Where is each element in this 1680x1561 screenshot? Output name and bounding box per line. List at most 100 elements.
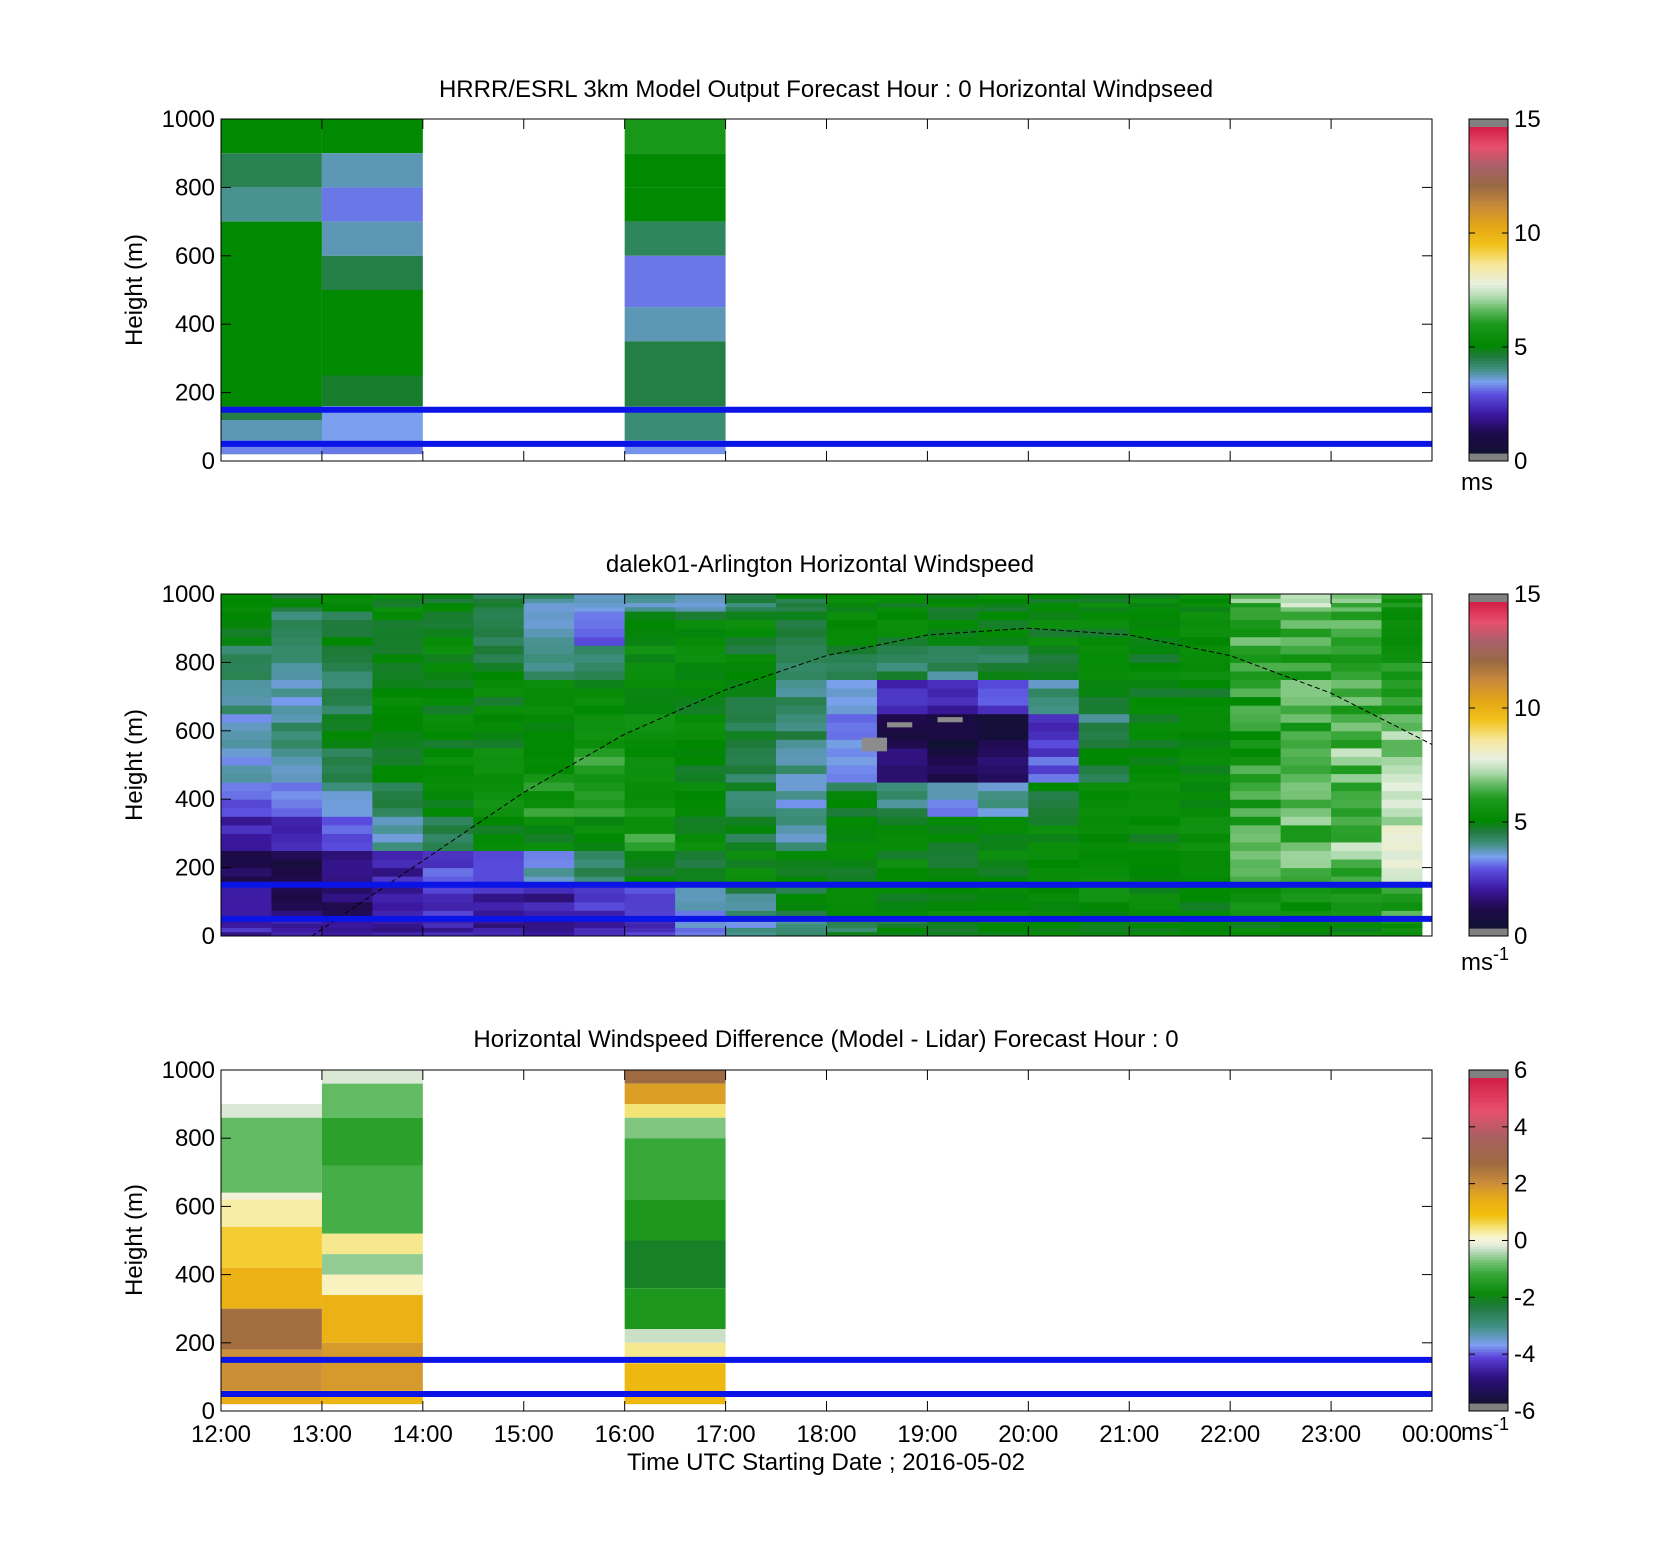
heatmap-cell bbox=[725, 602, 777, 608]
heatmap-cell bbox=[221, 187, 322, 222]
heatmap-cell bbox=[1230, 645, 1282, 655]
heatmap-cell bbox=[1331, 679, 1383, 689]
heatmap-cell bbox=[473, 901, 525, 911]
heatmap-cell bbox=[1280, 602, 1332, 608]
heatmap-cell bbox=[321, 602, 373, 608]
colorbar-swatch bbox=[1469, 319, 1508, 324]
colorbar-swatch bbox=[1469, 436, 1508, 441]
colorbar-swatch bbox=[1469, 1183, 1508, 1187]
colorbar-swatch bbox=[1469, 808, 1508, 812]
heatmap-cell bbox=[675, 756, 727, 766]
heatmap-cell bbox=[422, 859, 474, 869]
heatmap-cell bbox=[271, 850, 323, 860]
heatmap-cell bbox=[372, 876, 424, 886]
colorbar-swatch bbox=[1469, 1094, 1508, 1098]
heatmap-cell bbox=[1028, 619, 1080, 629]
heatmap-cell bbox=[574, 927, 626, 933]
colorbar-swatch bbox=[1469, 1316, 1508, 1320]
heatmap-cell bbox=[1381, 799, 1423, 809]
heatmap-cell bbox=[624, 153, 726, 188]
heatmap-cell bbox=[1078, 705, 1130, 715]
heatmap-cell bbox=[826, 645, 878, 655]
heatmap-cell bbox=[422, 931, 474, 936]
colorbar-swatch bbox=[1469, 895, 1508, 899]
heatmap-cell bbox=[372, 867, 424, 877]
heatmap-cell bbox=[624, 824, 676, 834]
heatmap-cell bbox=[221, 923, 272, 928]
heatmap-cell bbox=[1028, 628, 1080, 638]
heatmap-cell bbox=[574, 688, 626, 698]
colorbar-swatch bbox=[1469, 860, 1508, 864]
heatmap-cell bbox=[1331, 773, 1383, 783]
heatmap-cell bbox=[372, 927, 424, 933]
heatmap-cell bbox=[221, 893, 272, 903]
heatmap-cell bbox=[876, 884, 928, 894]
heatmap-cell bbox=[1381, 713, 1423, 723]
heatmap-cell bbox=[1230, 739, 1282, 749]
colorbar-swatch bbox=[1469, 1386, 1508, 1391]
heatmap-cell bbox=[1381, 598, 1423, 604]
colorbar-swatch bbox=[1469, 751, 1508, 755]
y-axis-label: Height (m) bbox=[121, 709, 148, 821]
heatmap-cell bbox=[321, 816, 373, 826]
heatmap-cells bbox=[221, 594, 1423, 936]
heatmap-cell bbox=[1331, 931, 1383, 936]
colorbar-swatch bbox=[1469, 697, 1508, 701]
colorbar-swatch bbox=[1469, 1096, 1508, 1101]
heatmap-cell bbox=[1381, 739, 1423, 749]
colorbar-swatch bbox=[1469, 716, 1508, 720]
heatmap-cell bbox=[473, 859, 525, 869]
heatmap-cell bbox=[876, 598, 928, 604]
colorbar-swatch bbox=[1469, 618, 1508, 622]
heatmap-cell bbox=[1280, 670, 1332, 680]
heatmap-cell bbox=[271, 653, 323, 663]
heatmap-cell bbox=[1230, 602, 1282, 608]
heatmap-cell bbox=[1280, 688, 1332, 698]
colorbar-swatch bbox=[1469, 1354, 1508, 1358]
heatmap-cell bbox=[321, 1295, 423, 1343]
heatmap-cell bbox=[574, 799, 626, 809]
colorbar-swatch bbox=[1469, 778, 1508, 782]
colorbar-swatch bbox=[1469, 1205, 1508, 1209]
heatmap-cell bbox=[473, 841, 525, 851]
heatmap-cell bbox=[725, 747, 777, 757]
colorbar-swatch bbox=[1469, 249, 1508, 253]
heatmap-cell bbox=[624, 602, 676, 608]
heatmap-cell bbox=[725, 799, 777, 809]
heatmap-cell bbox=[776, 696, 827, 706]
heatmap-cell bbox=[372, 884, 424, 894]
colorbar-swatch bbox=[1469, 450, 1508, 454]
heatmap-cell bbox=[927, 782, 979, 792]
colorbar-swatch bbox=[1469, 759, 1508, 763]
heatmap-cell bbox=[1078, 816, 1130, 826]
colorbar-swatch bbox=[1469, 884, 1508, 888]
colorbar-swatch bbox=[1469, 1362, 1508, 1366]
colorbar-swatch bbox=[1469, 1351, 1508, 1355]
colorbar-swatch bbox=[1469, 273, 1508, 278]
colorbar-swatch bbox=[1469, 1335, 1508, 1339]
colorbar-swatch bbox=[1469, 908, 1508, 913]
heatmap-cell bbox=[221, 816, 272, 826]
heatmap-cell bbox=[1028, 713, 1080, 723]
heatmap-cell bbox=[725, 722, 777, 732]
heatmap-cell bbox=[473, 876, 525, 886]
heatmap-cell bbox=[321, 773, 373, 783]
colorbar-swatch bbox=[1469, 189, 1508, 193]
heatmap-cell bbox=[1381, 807, 1423, 817]
heatmap-cell bbox=[1078, 807, 1130, 817]
heatmap-cell bbox=[826, 910, 878, 920]
colorbar-swatch bbox=[1469, 846, 1508, 850]
heatmap-cell bbox=[1280, 824, 1332, 834]
heatmap-cell bbox=[624, 1363, 726, 1405]
heatmap-cell bbox=[1280, 705, 1332, 715]
colorbar-swatch bbox=[1469, 1175, 1508, 1179]
heatmap-cell bbox=[1078, 696, 1130, 706]
heatmap-cell bbox=[523, 910, 575, 920]
heatmap-cell bbox=[1331, 628, 1383, 638]
heatmap-cell bbox=[1280, 696, 1332, 706]
heatmap-cell bbox=[1230, 931, 1282, 936]
colorbar-swatch bbox=[1469, 186, 1508, 191]
heatmap-cell bbox=[574, 730, 626, 740]
heatmap-cell bbox=[1230, 884, 1282, 894]
colorbar-swatch bbox=[1469, 170, 1508, 174]
